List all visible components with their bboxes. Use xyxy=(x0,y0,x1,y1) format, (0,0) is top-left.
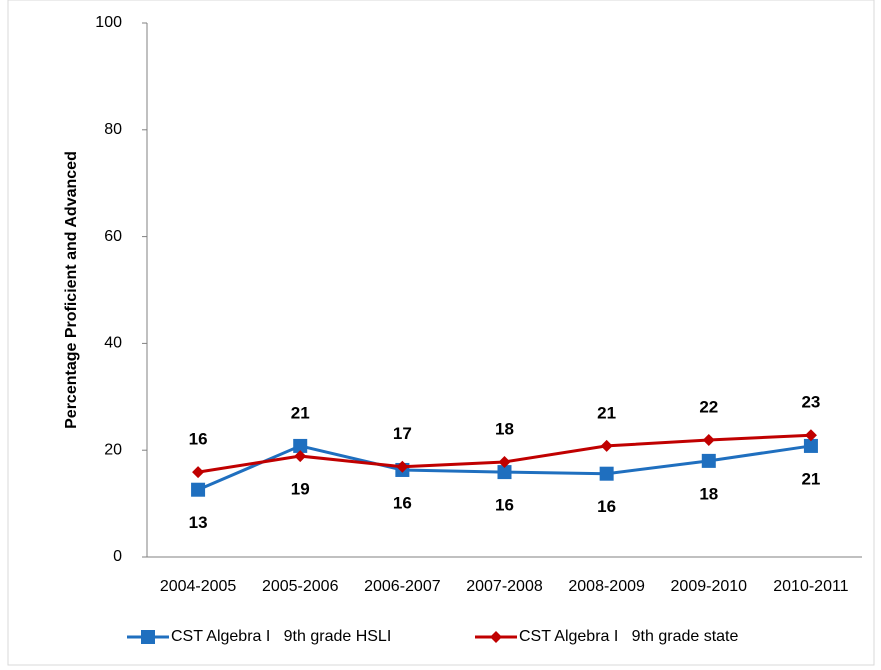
marker xyxy=(192,466,205,479)
value-label: 16 xyxy=(597,497,616,516)
value-label: 21 xyxy=(801,469,820,488)
value-label: 17 xyxy=(393,424,412,443)
x-tick-label: 2009-2010 xyxy=(671,578,748,595)
value-label: 22 xyxy=(699,398,718,417)
chart-border xyxy=(7,0,875,666)
x-tick-label: 2008-2009 xyxy=(568,578,645,595)
marker xyxy=(396,460,409,473)
y-tick-label: 80 xyxy=(104,121,122,138)
x-tick-label: 2006-2007 xyxy=(364,578,441,595)
marker xyxy=(803,438,818,453)
marker xyxy=(293,438,308,453)
y-tick-label: 0 xyxy=(113,548,122,565)
y-axis-label: Percentage Proficient and Advanced xyxy=(63,151,80,429)
value-label: 16 xyxy=(393,493,412,512)
x-tick-label: 2010-2011 xyxy=(773,578,848,595)
marker xyxy=(294,450,307,463)
marker xyxy=(701,453,716,468)
marker xyxy=(141,630,155,644)
value-label: 21 xyxy=(597,403,616,422)
marker xyxy=(599,466,614,481)
y-tick-label: 40 xyxy=(104,335,122,352)
marker xyxy=(191,482,206,497)
legend-label: CST Algebra I 9th grade HSLI xyxy=(171,628,391,645)
value-label: 21 xyxy=(291,403,310,422)
value-label: 13 xyxy=(189,513,208,532)
value-label: 18 xyxy=(495,419,514,438)
marker xyxy=(702,434,715,447)
x-tick-label: 2007-2008 xyxy=(466,578,543,595)
value-label: 18 xyxy=(699,484,718,503)
legend-label: CST Algebra I 9th grade state xyxy=(519,628,738,645)
x-tick-label: 2004-2005 xyxy=(160,578,237,595)
marker xyxy=(490,631,502,643)
marker xyxy=(497,465,512,480)
marker xyxy=(804,429,817,442)
value-label: 16 xyxy=(189,430,208,449)
y-tick-label: 60 xyxy=(104,228,122,245)
value-label: 23 xyxy=(801,393,820,412)
y-tick-label: 20 xyxy=(104,441,122,458)
value-label: 19 xyxy=(291,480,310,499)
x-tick-label: 2005-2006 xyxy=(262,578,339,595)
value-label: 16 xyxy=(495,496,514,515)
marker xyxy=(600,439,613,452)
marker xyxy=(498,455,511,468)
y-tick-label: 100 xyxy=(95,14,122,31)
